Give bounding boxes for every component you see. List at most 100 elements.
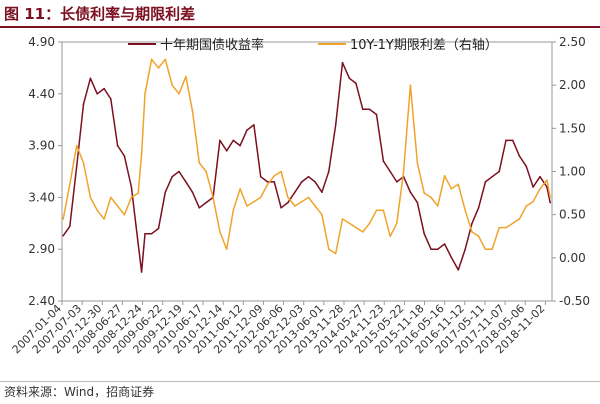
series-line-spread-point: [103, 218, 105, 220]
series-line-yield-point: [130, 186, 133, 188]
series-line-spread-point: [402, 170, 405, 173]
series-line-yield-point: [512, 139, 514, 142]
series-line-yield-point: [334, 124, 337, 126]
series-line-spread-point: [287, 196, 289, 199]
series-line-yield-point: [464, 248, 466, 250]
series-line-yield-point: [164, 191, 167, 194]
series-line-spread-point: [89, 196, 92, 199]
series-line-yield-point: [546, 186, 548, 188]
series-line-yield-point: [532, 186, 534, 188]
series-line-spread-point: [546, 179, 548, 181]
y-right-tick-label: -0.50: [559, 294, 590, 308]
series-line-yield-point: [144, 232, 146, 235]
series-line-yield-point: [518, 155, 521, 157]
series-line-yield-point: [205, 201, 207, 204]
series-line-spread-point: [157, 67, 160, 69]
figure-title: 图 11：长债利率与期限利差: [4, 5, 196, 23]
series-line-spread-point: [307, 196, 310, 199]
series-line-yield-point: [341, 61, 344, 64]
series-line-yield-point: [109, 98, 112, 100]
series-line-spread-point: [246, 205, 248, 207]
series-line-spread-point: [212, 196, 214, 199]
figure-title-bar: 图 11：长债利率与期限利差: [0, 0, 600, 26]
series-line-spread-point: [491, 248, 494, 250]
series-line-spread-point: [82, 162, 85, 164]
y-right-tick-label: 0.50: [559, 208, 586, 222]
series-line-spread-point: [150, 58, 153, 61]
series-line-spread-point: [382, 209, 385, 212]
chart-series: [62, 58, 552, 273]
series-line-spread-point: [294, 205, 296, 207]
series-line-spread-point: [140, 153, 143, 156]
series-line-yield-point: [389, 170, 391, 173]
y-right-tick-label: 1.50: [559, 121, 586, 135]
series-line-yield-point: [246, 129, 248, 131]
series-line-spread-point: [498, 226, 500, 229]
series-line-spread-point: [225, 248, 228, 250]
series-line-spread-point: [430, 196, 432, 199]
series-line-spread-point: [300, 200, 303, 203]
series-line-spread-point: [191, 110, 194, 112]
series-line-yield-point: [239, 144, 241, 147]
y-right-tick-label: 2.50: [559, 35, 586, 49]
series-line-yield-point: [253, 124, 255, 126]
series-line-yield-point: [423, 232, 426, 235]
series-line-spread-point: [144, 93, 146, 95]
series-line-spread: [62, 58, 551, 255]
series-line-spread-point: [505, 226, 507, 229]
series-line-spread-point: [450, 187, 453, 190]
series-line-spread-point: [321, 213, 323, 216]
y-left-tick-label: 2.40: [28, 294, 55, 308]
series-line-spread-point: [259, 196, 262, 199]
series-line-yield-point: [539, 175, 541, 178]
series-line-yield-point: [178, 170, 180, 173]
series-line-yield-point: [505, 139, 507, 142]
plot-frame: [61, 41, 553, 302]
series-line-yield-point: [103, 87, 105, 90]
series-line-spread-point: [477, 235, 480, 238]
series-line-spread-point: [375, 209, 378, 212]
y-left-tick-label: 2.90: [28, 242, 55, 256]
y-left-tick-label: 3.40: [28, 190, 55, 204]
series-line-yield-point: [321, 191, 323, 194]
series-line-yield-point: [375, 113, 378, 116]
y-left-tick-label: 4.90: [28, 35, 55, 49]
series-line-yield-point: [259, 175, 262, 178]
series-line-yield-point: [280, 206, 282, 209]
series-line-spread-point: [137, 192, 140, 194]
series-line-yield-point: [300, 181, 303, 183]
series-line-yield-point: [191, 191, 194, 194]
y-right-tick-label: 2.00: [559, 78, 586, 92]
series-line-spread-point: [96, 209, 99, 212]
series-line-yield-point: [219, 139, 221, 142]
series-line-spread-point: [389, 235, 391, 238]
series-line-spread-point: [464, 209, 466, 212]
series-line-yield-point: [361, 108, 364, 111]
series-line-yield-point: [185, 181, 187, 183]
y-right-tick-label: 0.00: [559, 251, 586, 265]
series-line-spread-point: [62, 218, 65, 220]
footer-divider: [0, 381, 600, 382]
series-line-yield-point: [294, 191, 296, 194]
series-line-yield-point: [287, 201, 289, 204]
series-line-yield-point: [62, 234, 65, 237]
series-line-yield-point: [498, 170, 500, 173]
series-line-spread-point: [205, 170, 207, 173]
series-line-yield-point: [116, 144, 119, 147]
series-line-yield-point: [232, 139, 235, 142]
series-line-spread-point: [109, 196, 112, 199]
series-line-spread-point: [178, 93, 180, 95]
series-line-yield-point: [198, 206, 201, 209]
series-line-spread-point: [327, 248, 330, 250]
series-line-spread-point: [198, 162, 201, 164]
series-line-spread-point: [368, 222, 371, 225]
series-line-spread-point: [232, 209, 235, 212]
series-line-spread-point: [484, 248, 487, 250]
series-line-spread-point: [532, 200, 534, 203]
title-divider: [0, 26, 600, 28]
series-line-yield-point: [69, 225, 71, 228]
series-line-yield-point: [348, 77, 351, 80]
series-line-spread-point: [75, 144, 78, 147]
series-line-yield-point: [443, 243, 446, 245]
series-line-yield-point: [307, 175, 310, 178]
